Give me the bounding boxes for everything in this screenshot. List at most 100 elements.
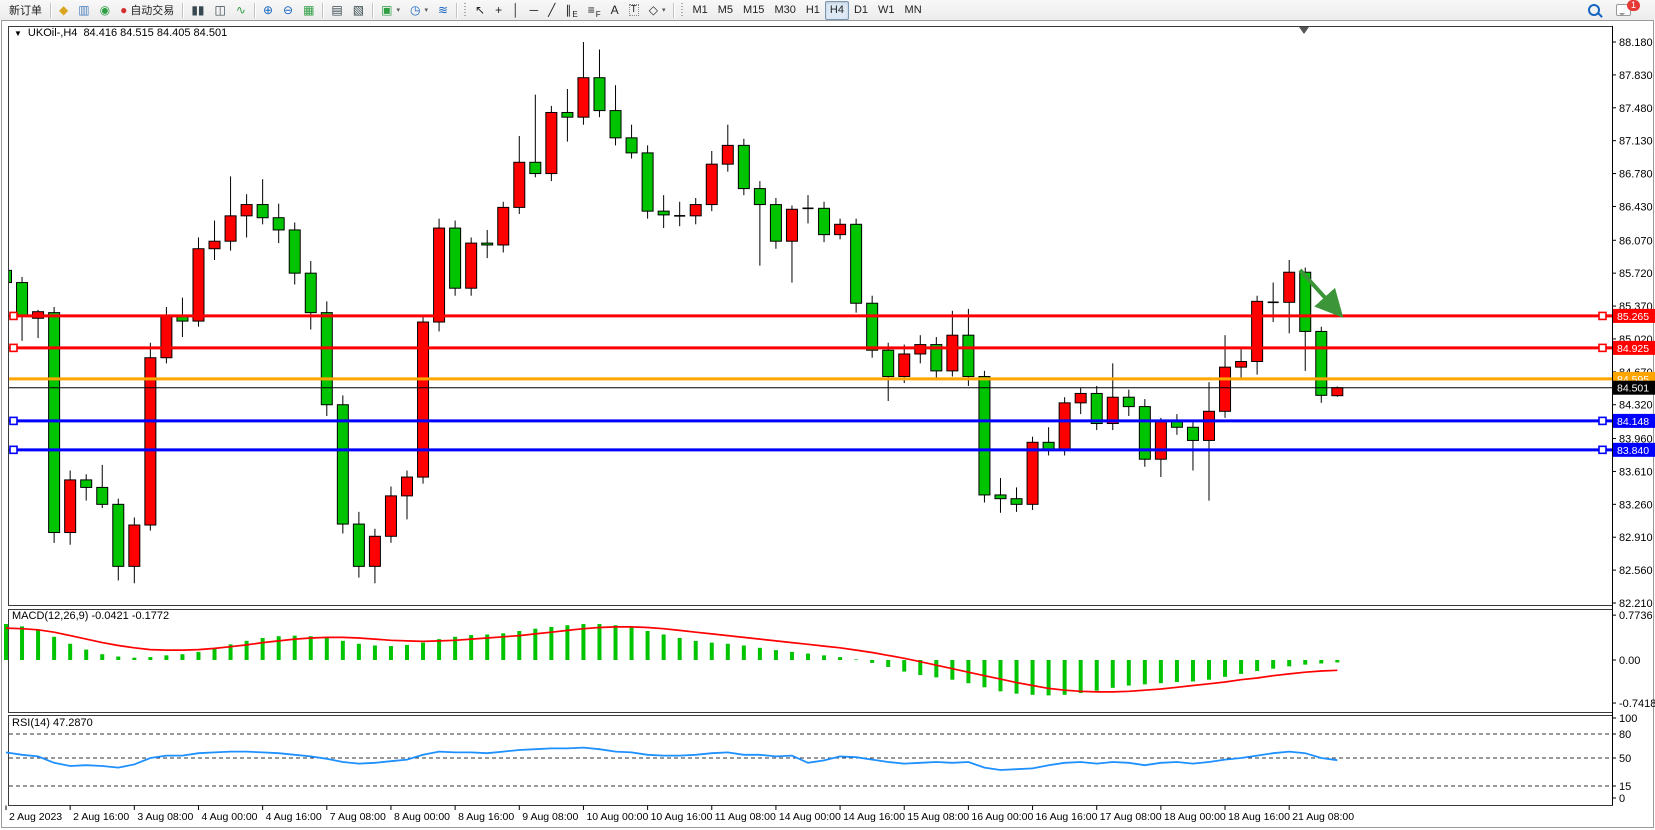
line-handle-left[interactable] (9, 445, 18, 455)
timeframe-d1-button[interactable]: D1 (849, 1, 873, 20)
bull-candle (401, 476, 413, 497)
cursor-button[interactable]: ↖ (470, 1, 490, 20)
price-axis-label: 82.560 (1619, 565, 1653, 577)
candlestick-chart-button[interactable]: ◫ (210, 1, 231, 20)
text-label-button[interactable]: T (624, 1, 644, 20)
time-axis-label: 10 Aug 16:00 (651, 811, 713, 823)
search-button[interactable] (1583, 1, 1605, 20)
line-handle-right[interactable] (1598, 311, 1607, 321)
price-axis-label: 82.910 (1619, 532, 1653, 544)
chart-window[interactable]: 88.180 87.830 87.480 87.130 86.780 86.430 86.0… (0, 20, 1655, 830)
vertical-line-button[interactable]: │ (507, 1, 525, 20)
bull-candle (834, 223, 847, 236)
bull-candle (1251, 300, 1264, 362)
bull-candle (368, 535, 381, 567)
timeframe-m15-button[interactable]: M15 (738, 1, 769, 20)
line-handle-right[interactable] (1598, 416, 1607, 426)
rsi-axis-label: 80 (1619, 729, 1631, 741)
auto-trading-button[interactable]: ● 自动交易 (115, 1, 179, 20)
bear-candle (593, 77, 606, 112)
bear-candle (272, 217, 285, 231)
rsi-pane[interactable] (8, 715, 1613, 806)
line-handle-left[interactable] (9, 311, 18, 321)
bull-candle (144, 357, 157, 526)
market-watch-icon-button[interactable]: ▥ (73, 1, 94, 20)
horizontal-line-85265[interactable] (9, 311, 1612, 321)
rsi-axis-label: 100 (1619, 713, 1637, 725)
timeframe-m30-button[interactable]: M30 (769, 1, 800, 20)
time-axis-label: 9 Aug 08:00 (522, 811, 578, 823)
indicators-button[interactable]: ≋ (433, 1, 453, 20)
arrange-horizontal-button[interactable]: ▧ (348, 1, 369, 20)
bar-chart-icon: ▮▮ (191, 3, 205, 17)
arrange-vertical-button[interactable]: ▤ (326, 1, 347, 20)
bull-candle (721, 144, 734, 165)
horizontal-line-84925[interactable] (9, 343, 1612, 353)
timeframe-mn-button[interactable]: MN (900, 1, 927, 20)
horizontal-line-84148[interactable] (9, 416, 1612, 426)
line-handle-right[interactable] (1598, 445, 1607, 455)
line-handle-left[interactable] (9, 416, 18, 426)
bear-candle (978, 376, 991, 496)
zoom-in-button[interactable]: ⊕ (258, 1, 278, 20)
toolbar-grip[interactable] (680, 3, 685, 17)
macd-pane[interactable] (8, 609, 1613, 713)
time-axis[interactable]: 2 Aug 2023 2 Aug 16:00 3 Aug 08:00 4 Aug 00… (5, 805, 1354, 824)
toolbar-separator (322, 2, 324, 18)
notifications-button[interactable]: 1 (1611, 0, 1645, 20)
tile-windows-button[interactable]: ▦ (298, 1, 319, 20)
time-axis-label: 2 Aug 16:00 (73, 811, 129, 823)
fibonacci-button[interactable]: ≡ F (583, 1, 606, 20)
signals-icon-button[interactable]: ◉ (95, 1, 115, 20)
chevron-down-icon[interactable]: ▾ (661, 7, 666, 14)
zoom-out-button[interactable]: ⊖ (278, 1, 298, 20)
bull-candle (513, 161, 526, 208)
price-axis-label: 87.480 (1619, 103, 1653, 115)
new-order-button[interactable]: 新订单 (4, 1, 47, 20)
line-chart-button[interactable]: ∿ (231, 1, 251, 20)
channel-button[interactable]: ∥ E (560, 1, 582, 20)
trendline-button[interactable]: ╱ (543, 1, 560, 20)
line-chart-icon: ∿ (235, 3, 246, 17)
time-axis-label: 4 Aug 00:00 (201, 811, 257, 823)
bear-candle (882, 349, 895, 378)
chevron-down-icon[interactable]: ▾ (396, 7, 400, 14)
metaeditor-icon-button[interactable]: ◆ (54, 1, 73, 20)
line-handle-right[interactable] (1598, 343, 1607, 353)
new-chart-button[interactable]: ▣ ▾ (376, 1, 405, 20)
timeframe-w1-button[interactable]: W1 (873, 1, 900, 20)
price-badge-85265 (1613, 308, 1655, 323)
toolbar-separator (456, 2, 458, 18)
profiles-button[interactable]: ◷ ▾ (405, 1, 433, 20)
horizontal-line-83840[interactable] (9, 445, 1612, 455)
horizontal-lines (9, 311, 1612, 455)
time-axis-label: 14 Aug 00:00 (779, 811, 841, 823)
time-axis-label: 15 Aug 08:00 (907, 811, 969, 823)
price-axis-label: 87.830 (1619, 70, 1653, 82)
chart-canvas[interactable]: 88.180 87.830 87.480 87.130 86.780 86.430 86.0… (0, 20, 1655, 830)
search-icon (1587, 4, 1600, 16)
bull-candle (545, 111, 558, 175)
timeframe-h4-button[interactable]: H4 (824, 0, 849, 20)
timeframe-h1-button[interactable]: H1 (801, 1, 825, 20)
toolbar-grip[interactable] (463, 3, 468, 17)
toolbar: 新订单 ◆ ▥ ◉ ● 自动交易 ▮▮ ◫ ∿ ⊕ ⊖ ▦ ▤ ▧ ▣ ▾ ◷ ▾ ≋ ↖ + │ ─ ╱ ∥ E ≡ F A T ◇ ▾ M1… (0, 0, 1655, 21)
shapes-button[interactable]: ◇ ▾ (644, 1, 671, 20)
horizontal-line-button[interactable]: ─ (525, 1, 544, 20)
timeframe-m1-button[interactable]: M1 (687, 1, 712, 20)
bear-candle (625, 137, 638, 154)
bull-candle (1219, 366, 1232, 412)
candlestick-icon: ◫ (214, 3, 226, 17)
price-badge-84148 (1613, 413, 1655, 428)
price-badge-84501 (1613, 380, 1655, 395)
symbol-dropdown-icon[interactable]: ▼ (14, 28, 22, 38)
timeframe-m5-button[interactable]: M5 (713, 1, 738, 20)
crosshair-button[interactable]: + (490, 1, 507, 20)
chevron-down-icon[interactable]: ▾ (424, 7, 428, 14)
line-handle-left[interactable] (9, 343, 18, 353)
bull-candle (1106, 396, 1119, 425)
bull-candle (240, 204, 253, 217)
text-button[interactable]: A (606, 1, 624, 20)
trend-arrow-annotation[interactable] (1298, 268, 1344, 318)
bar-chart-button[interactable]: ▮▮ (186, 1, 209, 20)
